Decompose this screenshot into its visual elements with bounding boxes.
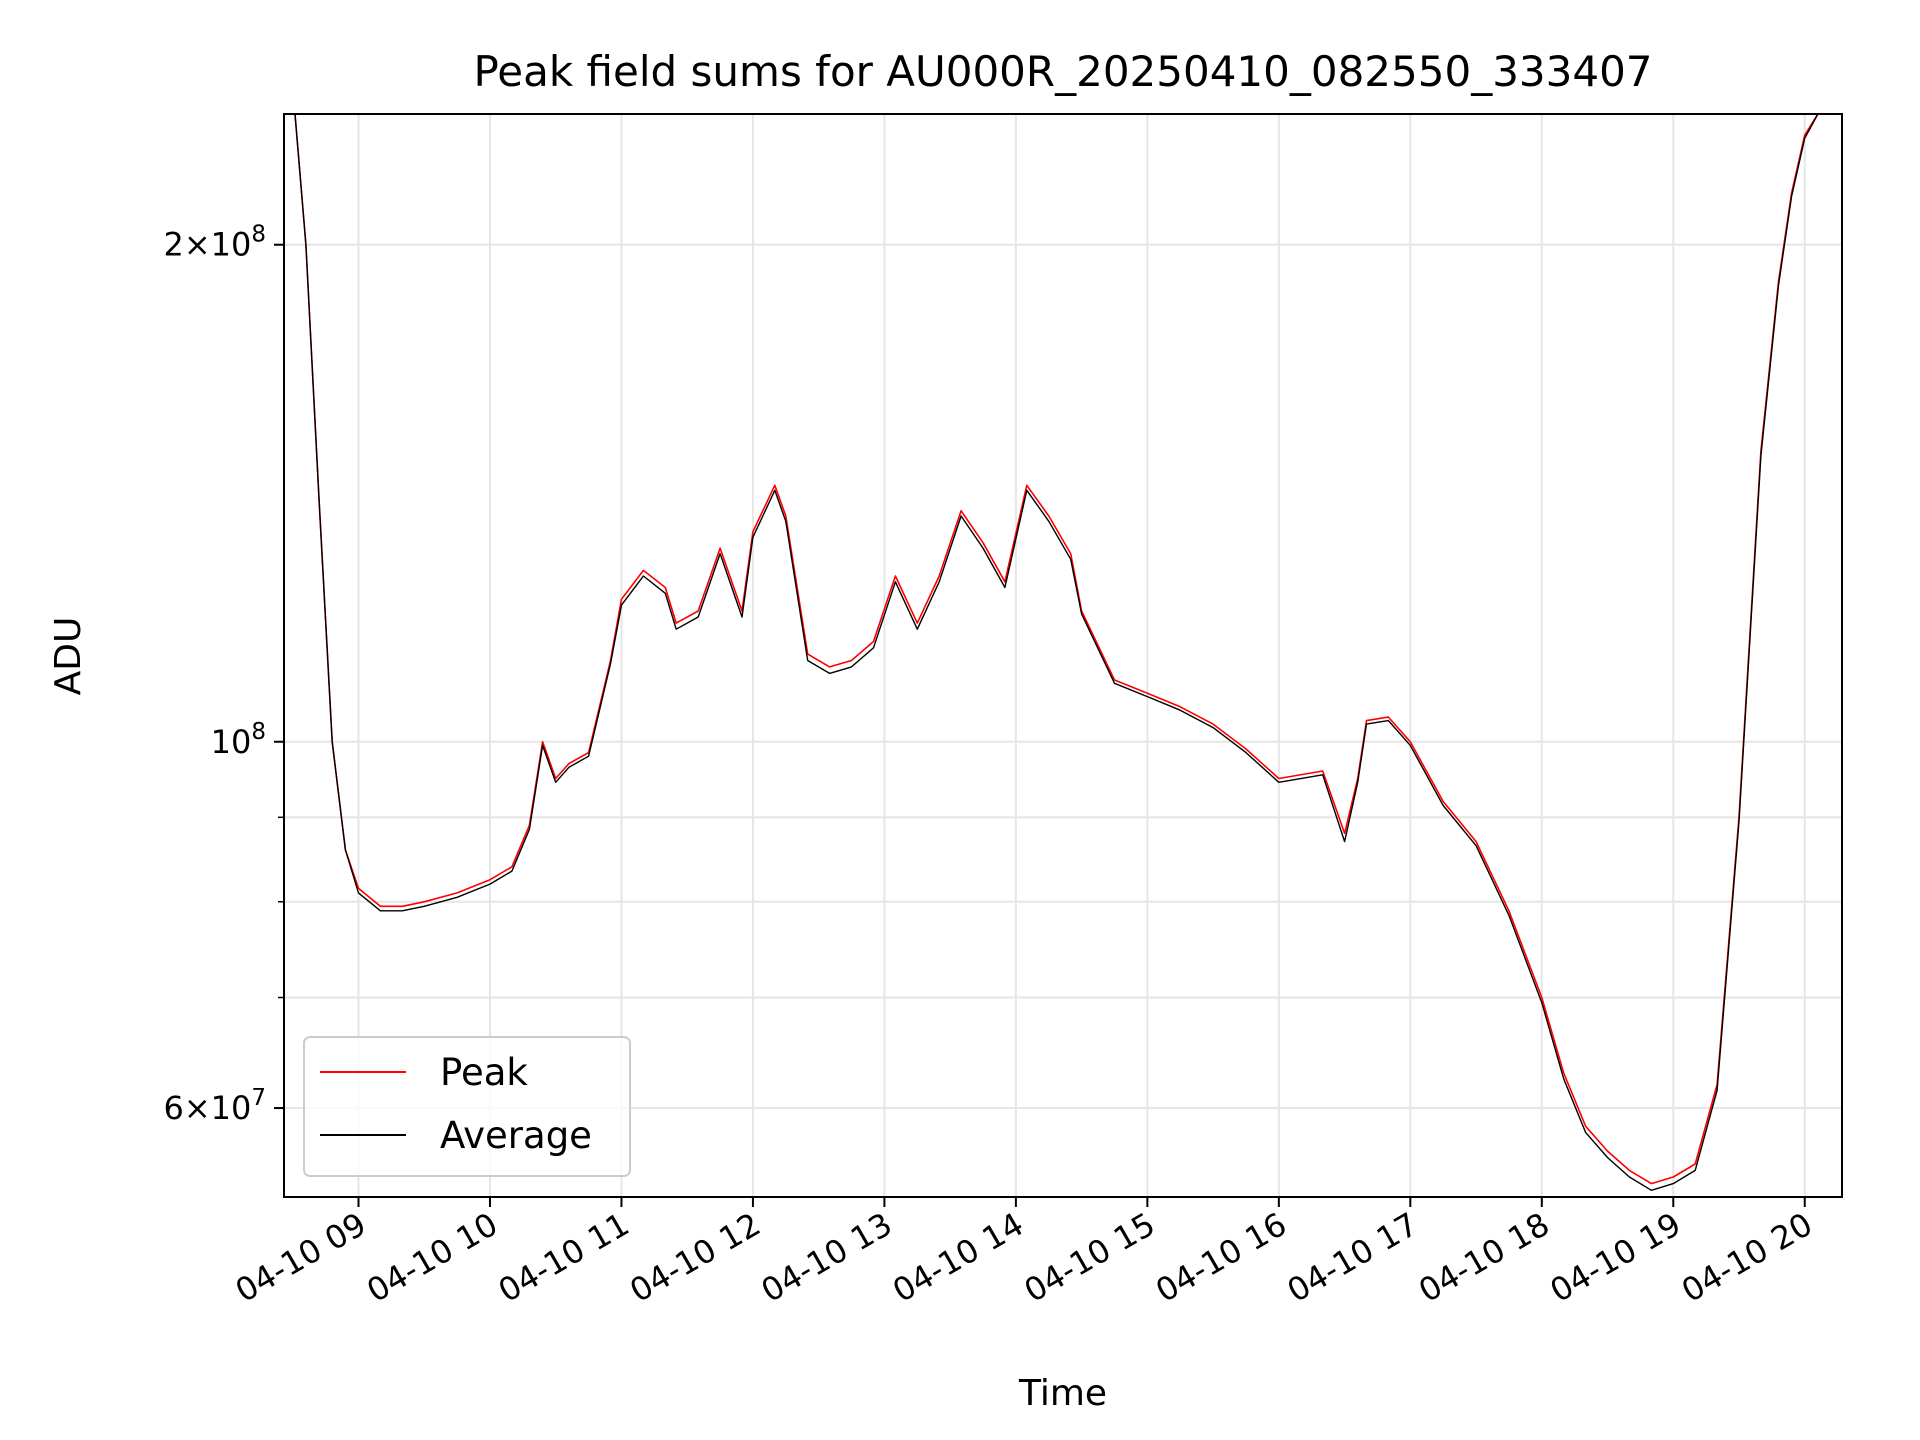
plot-area <box>284 114 1838 1192</box>
legend-label-peak: Peak <box>440 1051 528 1094</box>
series-line-average <box>284 114 1838 1192</box>
y-axis-label: ADU <box>48 617 89 696</box>
y-tick-label: 108 <box>211 719 266 761</box>
series-line-peak <box>284 114 1838 1185</box>
y-tick-label: 2×108 <box>163 222 266 264</box>
grid <box>284 114 1842 1197</box>
x-axis-label: Time <box>1018 1373 1107 1414</box>
y-tick-label: 6×107 <box>163 1085 266 1127</box>
chart-title: Peak field sums for AU000R_20250410_0825… <box>473 47 1652 96</box>
legend: Peak Average <box>303 1036 631 1177</box>
axes-frame <box>283 113 1843 1198</box>
legend-label-average: Average <box>440 1114 592 1157</box>
